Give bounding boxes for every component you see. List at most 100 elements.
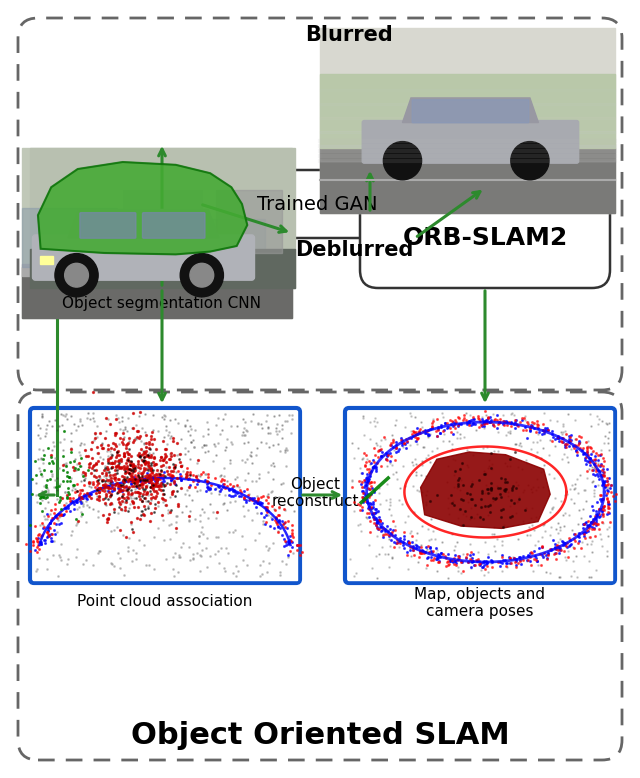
Point (118, 529, 128, 541)
Point (401, 441, 412, 454)
Point (451, 482, 461, 495)
Point (453, 512, 463, 524)
Point (604, 506, 614, 519)
Point (157, 459, 168, 471)
Point (119, 471, 129, 483)
Point (565, 482, 575, 495)
Point (123, 465, 133, 478)
Point (147, 448, 157, 461)
Point (590, 512, 600, 524)
Point (604, 416, 614, 429)
Point (401, 433, 411, 445)
Point (123, 482, 133, 495)
Point (149, 478, 159, 490)
Point (54, 518, 65, 531)
Point (448, 416, 458, 429)
Point (185, 505, 195, 517)
Point (554, 571, 564, 584)
Point (42, 507, 52, 520)
Point (374, 513, 384, 526)
Point (537, 540, 547, 552)
Circle shape (55, 254, 98, 296)
Point (79, 443, 90, 456)
Point (49, 517, 59, 529)
Point (382, 478, 392, 491)
Point (53, 507, 63, 520)
Point (602, 545, 612, 557)
Bar (30, 148, 295, 288)
Point (130, 468, 140, 481)
Point (127, 544, 138, 556)
Point (477, 486, 488, 499)
Point (531, 552, 541, 564)
Point (70, 495, 81, 507)
Point (275, 424, 285, 436)
Point (34, 443, 44, 455)
Point (588, 445, 598, 457)
Point (582, 472, 592, 485)
Point (72, 494, 83, 506)
Point (124, 454, 134, 467)
Point (582, 538, 593, 551)
Point (386, 450, 396, 462)
Point (527, 485, 538, 498)
Point (39, 464, 49, 476)
Point (123, 504, 133, 517)
Point (51, 474, 61, 486)
Point (242, 425, 252, 437)
Point (538, 550, 548, 562)
Point (115, 500, 125, 513)
Point (412, 527, 422, 539)
Point (547, 544, 557, 556)
Point (193, 531, 204, 543)
Point (382, 523, 392, 535)
Point (264, 427, 274, 440)
Point (356, 524, 366, 537)
Point (525, 420, 536, 433)
Point (192, 457, 202, 469)
Point (417, 459, 427, 471)
Point (115, 481, 125, 493)
Point (93, 447, 103, 459)
Point (585, 531, 595, 543)
Point (373, 450, 383, 463)
Point (538, 481, 548, 493)
Point (371, 436, 381, 449)
Point (132, 425, 142, 437)
Point (594, 472, 604, 485)
Bar (40, 256, 52, 265)
Point (72, 485, 82, 497)
Point (234, 490, 244, 503)
Point (138, 508, 148, 520)
Point (563, 408, 573, 421)
Point (51, 509, 61, 521)
Point (518, 554, 528, 566)
Point (386, 439, 396, 451)
Point (161, 477, 172, 489)
Point (236, 484, 246, 496)
Point (225, 490, 236, 503)
Point (467, 475, 477, 488)
Point (391, 446, 401, 458)
Point (157, 469, 168, 482)
Point (252, 497, 262, 510)
Point (106, 442, 116, 454)
Point (441, 559, 451, 572)
Point (115, 457, 125, 469)
Point (422, 424, 432, 436)
Point (116, 497, 126, 510)
Point (144, 471, 154, 483)
Point (136, 467, 146, 479)
Point (365, 477, 375, 489)
Point (443, 502, 453, 514)
Point (65, 505, 75, 517)
Point (28, 536, 38, 548)
Point (370, 420, 380, 433)
Point (369, 513, 379, 525)
Point (131, 552, 141, 565)
Point (502, 459, 513, 471)
Point (492, 480, 502, 492)
Point (278, 503, 289, 515)
Point (369, 486, 379, 499)
Point (426, 422, 436, 434)
